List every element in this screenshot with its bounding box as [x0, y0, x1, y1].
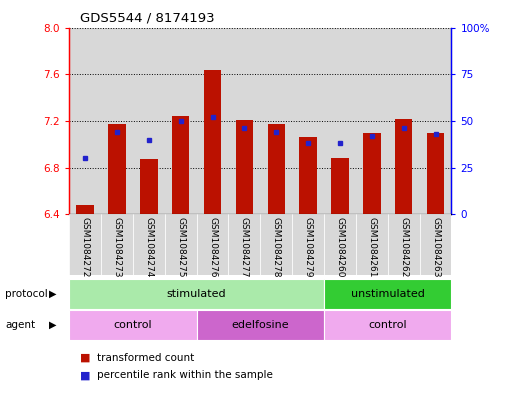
Bar: [324, 279, 451, 309]
Text: control: control: [114, 320, 152, 330]
Text: ▶: ▶: [49, 289, 56, 299]
Text: GSM1084262: GSM1084262: [399, 217, 408, 277]
Text: GDS5544 / 8174193: GDS5544 / 8174193: [80, 12, 214, 25]
Bar: [196, 310, 324, 340]
Bar: [395, 119, 412, 214]
Bar: [108, 124, 126, 214]
Bar: [133, 214, 165, 275]
Bar: [228, 214, 261, 275]
Bar: [324, 28, 356, 214]
Bar: [420, 28, 451, 214]
Bar: [356, 214, 388, 275]
Bar: [69, 279, 324, 309]
Bar: [196, 28, 228, 214]
Text: GSM1084273: GSM1084273: [112, 217, 122, 278]
Text: GSM1084261: GSM1084261: [367, 217, 377, 278]
Bar: [292, 214, 324, 275]
Bar: [165, 28, 196, 214]
Bar: [388, 28, 420, 214]
Bar: [140, 159, 157, 214]
Bar: [300, 137, 317, 214]
Text: GSM1084260: GSM1084260: [336, 217, 344, 278]
Bar: [165, 214, 196, 275]
Text: ■: ■: [80, 370, 90, 380]
Bar: [261, 28, 292, 214]
Text: percentile rank within the sample: percentile rank within the sample: [97, 370, 273, 380]
Bar: [235, 120, 253, 214]
Text: agent: agent: [5, 320, 35, 330]
Bar: [388, 214, 420, 275]
Bar: [101, 28, 133, 214]
Text: GSM1084272: GSM1084272: [81, 217, 90, 277]
Text: GSM1084277: GSM1084277: [240, 217, 249, 278]
Text: unstimulated: unstimulated: [351, 289, 425, 299]
Text: ■: ■: [80, 353, 90, 363]
Text: control: control: [368, 320, 407, 330]
Bar: [172, 116, 189, 214]
Text: GSM1084279: GSM1084279: [304, 217, 312, 278]
Bar: [69, 310, 196, 340]
Bar: [420, 214, 451, 275]
Bar: [324, 310, 451, 340]
Text: transformed count: transformed count: [97, 353, 195, 363]
Bar: [228, 28, 261, 214]
Bar: [292, 28, 324, 214]
Text: GSM1084278: GSM1084278: [272, 217, 281, 278]
Bar: [101, 214, 133, 275]
Bar: [76, 205, 94, 214]
Bar: [133, 28, 165, 214]
Bar: [69, 28, 101, 214]
Bar: [196, 214, 228, 275]
Bar: [324, 214, 356, 275]
Bar: [267, 124, 285, 214]
Bar: [363, 132, 381, 214]
Text: GSM1084263: GSM1084263: [431, 217, 440, 278]
Text: protocol: protocol: [5, 289, 48, 299]
Bar: [261, 214, 292, 275]
Text: GSM1084274: GSM1084274: [144, 217, 153, 277]
Text: ▶: ▶: [49, 320, 56, 330]
Text: edelfosine: edelfosine: [231, 320, 289, 330]
Text: stimulated: stimulated: [167, 289, 226, 299]
Bar: [69, 214, 101, 275]
Text: GSM1084276: GSM1084276: [208, 217, 217, 278]
Text: GSM1084275: GSM1084275: [176, 217, 185, 278]
Bar: [356, 28, 388, 214]
Bar: [427, 132, 444, 214]
Bar: [204, 70, 221, 214]
Bar: [331, 158, 349, 214]
